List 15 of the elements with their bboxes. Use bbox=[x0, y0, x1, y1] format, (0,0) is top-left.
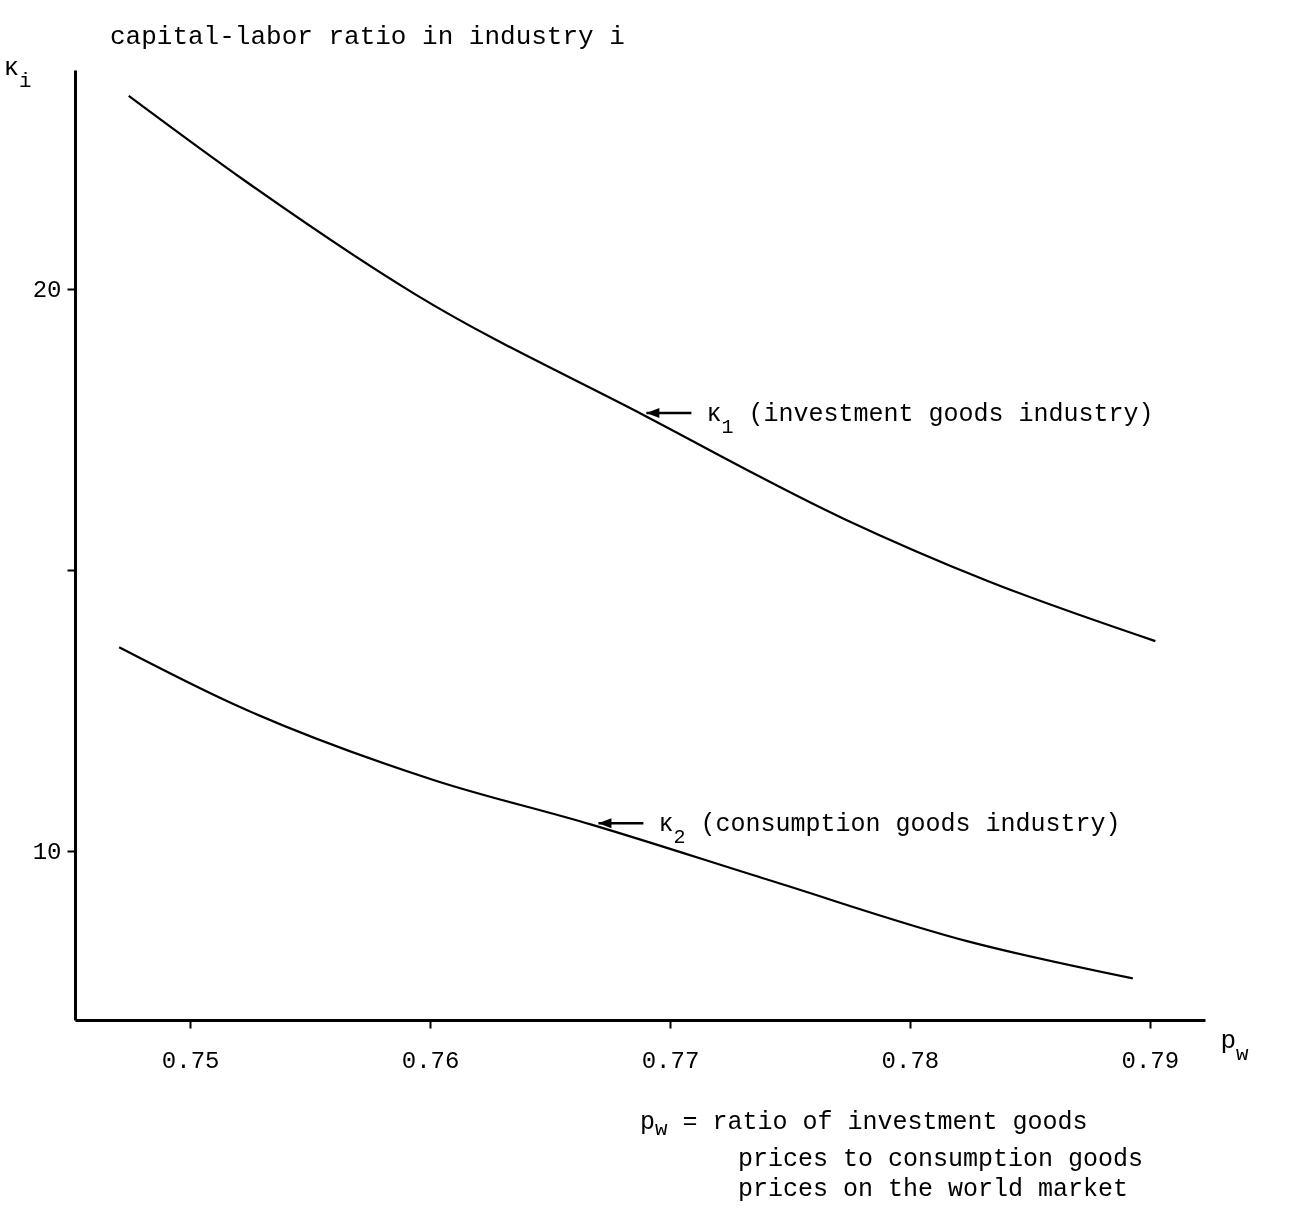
y-axis-title: κ$_{i}$ bbox=[3, 52, 32, 92]
x-tick-label: 0.79 bbox=[1121, 1047, 1180, 1075]
annotation: κ$_{1}$ (investment goods industry) bbox=[706, 399, 1154, 439]
x-tick-label: 0.77 bbox=[641, 1047, 700, 1075]
x-tick-label: 0.75 bbox=[161, 1047, 220, 1075]
text: p$_{w}$ = ratio of investment goods prices to consumption goods prices on the world market bbox=[640, 1108, 1145, 1205]
y-tick-label: 20 bbox=[32, 276, 62, 304]
x-tick-label: 0.76 bbox=[401, 1047, 460, 1075]
line-series bbox=[127, 94, 1157, 643]
line-series bbox=[118, 646, 1134, 980]
x-tick-label: 0.78 bbox=[881, 1047, 940, 1075]
x-axis-title: p$_{w}$ bbox=[1220, 1025, 1250, 1065]
annotation: κ$_{2}$ (consumption goods industry) bbox=[658, 810, 1121, 849]
y-tick-label: 10 bbox=[32, 838, 62, 866]
chart-title: capital-labor ratio in industry i bbox=[110, 22, 625, 52]
